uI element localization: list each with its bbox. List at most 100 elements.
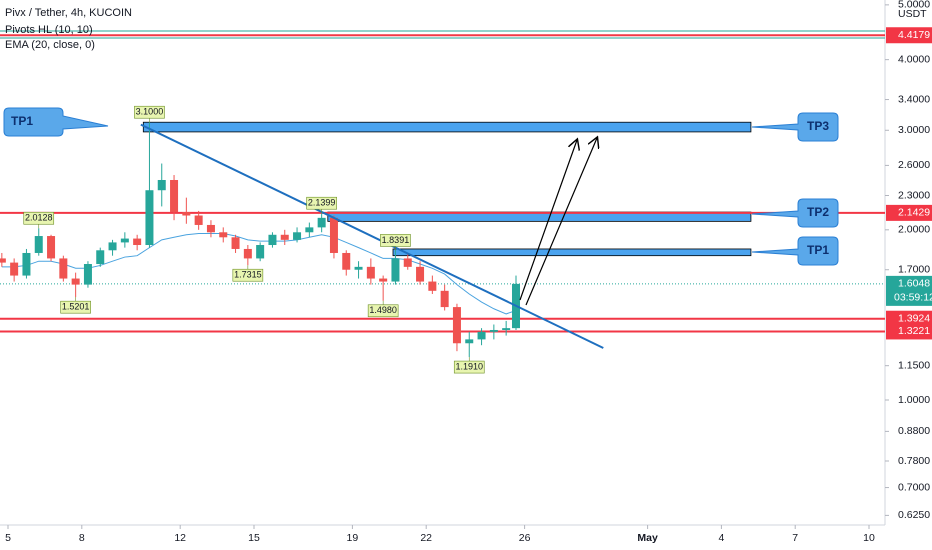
callout-label: TP3 xyxy=(807,119,829,133)
level-label: 2.1429 xyxy=(898,207,930,219)
candle-body xyxy=(489,329,498,332)
candle-body xyxy=(96,250,105,265)
y-tick-label: 5.0000 xyxy=(898,0,930,11)
candle-body xyxy=(157,179,166,191)
y-tick-label: 0.6250 xyxy=(898,509,930,521)
level-label: 1.3924 xyxy=(898,313,930,325)
y-tick-label: 2.0000 xyxy=(898,224,930,236)
candle-body xyxy=(22,252,31,276)
x-tick-label: 26 xyxy=(519,532,531,544)
candle-body xyxy=(293,232,302,240)
y-tick-label: 0.7000 xyxy=(898,481,930,493)
candle-body xyxy=(243,248,252,259)
trendline xyxy=(140,123,604,349)
y-tick-label: 2.3000 xyxy=(898,189,930,201)
candle-body xyxy=(477,331,486,340)
candle-body xyxy=(59,258,68,279)
x-tick-label: 7 xyxy=(792,532,798,544)
candle-body xyxy=(354,266,363,270)
level-tag xyxy=(886,27,932,44)
candle-body xyxy=(317,217,326,228)
candle-body xyxy=(0,258,6,263)
plot: 3.1000 2.0128 1.5201 2.1399 1.7315 1.8391 1.49… xyxy=(0,34,885,374)
candle-body xyxy=(145,190,154,246)
candle-body xyxy=(452,307,461,344)
candle-body xyxy=(47,236,56,259)
y-tick-label: 0.7800 xyxy=(898,455,930,467)
candle-body xyxy=(280,234,289,240)
current-price-tag xyxy=(886,275,932,306)
arrow xyxy=(525,138,597,306)
chart-title: Pivx / Tether, 4h, KUCOIN xyxy=(5,7,132,19)
candle-body xyxy=(34,236,43,253)
callout-label: TP1 xyxy=(807,243,829,257)
level-tag xyxy=(886,323,932,340)
candle-body xyxy=(403,258,412,267)
level-label: 1.3221 xyxy=(898,325,930,337)
y-tick-label: 4.0000 xyxy=(898,53,930,65)
candle-body xyxy=(256,245,265,259)
y-tick-label: 1.7000 xyxy=(898,264,930,276)
level-label: 4.4179 xyxy=(898,29,930,41)
x-tick-label: 5 xyxy=(5,532,11,544)
x-tick-label: 8 xyxy=(79,532,85,544)
callout-label: TP2 xyxy=(807,205,829,219)
candle-body xyxy=(170,179,179,213)
y-tick-label: 1.1500 xyxy=(898,359,930,371)
y-tick-label: 3.0000 xyxy=(898,124,930,136)
candle-body xyxy=(194,215,203,225)
x-tick-label: May xyxy=(637,532,658,544)
x-tick-label: 22 xyxy=(420,532,432,544)
callout xyxy=(751,198,839,228)
candle-body xyxy=(10,262,19,276)
candle-body xyxy=(465,339,474,344)
candle-body xyxy=(133,238,142,246)
candle-body xyxy=(182,212,191,216)
callout xyxy=(3,107,109,137)
candle-body xyxy=(231,237,240,249)
candle-body xyxy=(379,278,388,282)
candle-body xyxy=(391,258,400,282)
currency-label: USDT xyxy=(898,8,927,20)
candle-body xyxy=(206,224,215,233)
y-tick-label: 1.0000 xyxy=(898,394,930,406)
candle-body xyxy=(416,266,425,282)
candle-body xyxy=(120,238,129,243)
candle-body xyxy=(428,281,437,291)
y-tick-label: 0.8800 xyxy=(898,425,930,437)
candle-body xyxy=(329,217,338,253)
candle-body xyxy=(268,234,277,246)
current-price-label: 1.6048 xyxy=(898,278,930,290)
x-tick-label: 15 xyxy=(248,532,260,544)
candle-body xyxy=(219,232,228,238)
pivot-label: 1.5201 xyxy=(62,302,90,312)
y-tick-label: 3.4000 xyxy=(898,93,930,105)
x-tick-label: 10 xyxy=(863,532,875,544)
candle-body xyxy=(108,242,117,251)
pivot-label: 1.1910 xyxy=(455,361,483,371)
callout-label: TP1 xyxy=(11,114,33,128)
level-tag xyxy=(886,204,932,221)
candle-body xyxy=(83,264,92,285)
x-tick-label: 12 xyxy=(174,532,186,544)
callout xyxy=(751,236,839,266)
candle-body xyxy=(502,328,511,330)
arrow xyxy=(519,140,577,301)
callout xyxy=(751,112,839,142)
indicator-label: EMA (20, close, 0) xyxy=(5,39,95,51)
candle-body xyxy=(366,266,375,279)
pivot-label: 2.1399 xyxy=(308,198,336,208)
countdown-label: 03:59:12 xyxy=(894,292,932,304)
x-tick-label: 4 xyxy=(718,532,724,544)
pivot-label: 1.8391 xyxy=(382,235,410,245)
candle-body xyxy=(305,227,314,233)
pivot-label: 2.0128 xyxy=(25,213,53,223)
target-zone xyxy=(392,248,752,257)
candle-body xyxy=(342,252,351,270)
y-tick-label: 2.6000 xyxy=(898,159,930,171)
candle-body xyxy=(71,278,80,285)
pivot-label: 3.1000 xyxy=(136,107,164,117)
pivot-label: 1.4980 xyxy=(369,305,397,315)
